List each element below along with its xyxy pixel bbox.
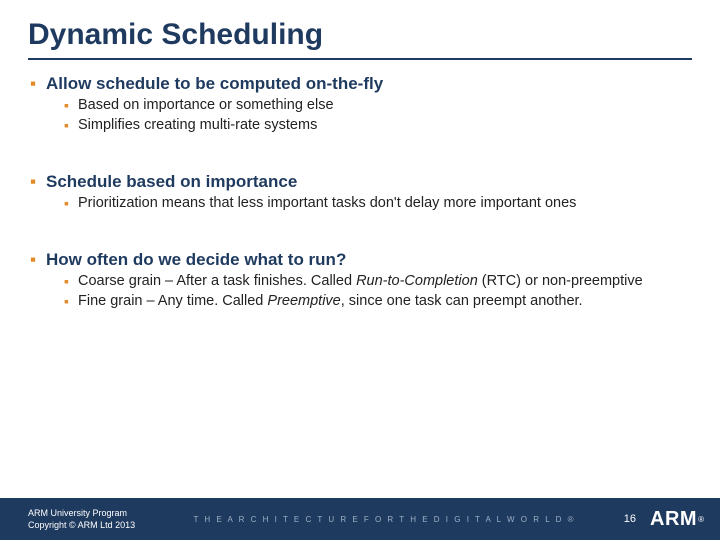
bullet-level2: ▪ Simplifies creating multi-rate systems — [64, 116, 692, 134]
text-pre: Coarse grain – After a task finishes. Ca… — [78, 273, 356, 289]
text-post: , since one task can preempt another. — [341, 293, 583, 309]
level2-text: Simplifies creating multi-rate systems — [78, 116, 317, 134]
square-bullet-icon: ▪ — [64, 96, 78, 114]
bullet-level1: ▪ Schedule based on importance — [30, 172, 692, 192]
spacer — [30, 212, 692, 240]
square-bullet-icon: ▪ — [64, 272, 78, 290]
square-bullet-icon: ▪ — [30, 74, 46, 94]
spacer — [30, 134, 692, 162]
footer-program: ARM University Program — [28, 507, 135, 519]
level2-text: Fine grain – Any time. Called Preemptive… — [78, 292, 583, 310]
footer-copyright: Copyright © ARM Ltd 2013 — [28, 519, 135, 531]
text-pre: Fine grain – Any time. Called — [78, 293, 267, 309]
text-em: Run-to-Completion — [356, 273, 478, 289]
bullet-level2: ▪ Prioritization means that less importa… — [64, 194, 692, 212]
level1-text: How often do we decide what to run? — [46, 250, 346, 270]
footer-tagline: T H E A R C H I T E C T U R E F O R T H … — [135, 515, 624, 524]
page-number: 16 — [624, 513, 650, 525]
square-bullet-icon: ▪ — [64, 292, 78, 310]
level1-text: Schedule based on importance — [46, 172, 297, 192]
bullet-level2: ▪ Based on importance or something else — [64, 96, 692, 114]
bullet-level1: ▪ How often do we decide what to run? — [30, 250, 692, 270]
registered-icon: ® — [698, 515, 704, 524]
square-bullet-icon: ▪ — [64, 116, 78, 134]
bullet-level1: ▪ Allow schedule to be computed on-the-f… — [30, 74, 692, 94]
slide-footer: ARM University Program Copyright © ARM L… — [0, 498, 720, 540]
bullet-level2: ▪ Fine grain – Any time. Called Preempti… — [64, 292, 692, 310]
slide-title: Dynamic Scheduling — [28, 18, 692, 56]
level1-text: Allow schedule to be computed on-the-fly — [46, 74, 383, 94]
text-post: (RTC) or non-preemptive — [478, 273, 643, 289]
arm-logo-text: ARM — [650, 508, 697, 531]
text-em: Preemptive — [267, 293, 340, 309]
square-bullet-icon: ▪ — [64, 194, 78, 212]
slide-content: ▪ Allow schedule to be computed on-the-f… — [28, 74, 692, 310]
square-bullet-icon: ▪ — [30, 250, 46, 270]
arm-logo: ARM® — [650, 508, 720, 531]
slide: Dynamic Scheduling ▪ Allow schedule to b… — [0, 0, 720, 540]
bullet-level2: ▪ Coarse grain – After a task finishes. … — [64, 272, 692, 290]
square-bullet-icon: ▪ — [30, 172, 46, 192]
level2-text: Based on importance or something else — [78, 96, 334, 114]
level2-text: Coarse grain – After a task finishes. Ca… — [78, 272, 643, 290]
footer-left: ARM University Program Copyright © ARM L… — [0, 507, 135, 531]
title-rule — [28, 58, 692, 60]
level2-text: Prioritization means that less important… — [78, 194, 576, 212]
